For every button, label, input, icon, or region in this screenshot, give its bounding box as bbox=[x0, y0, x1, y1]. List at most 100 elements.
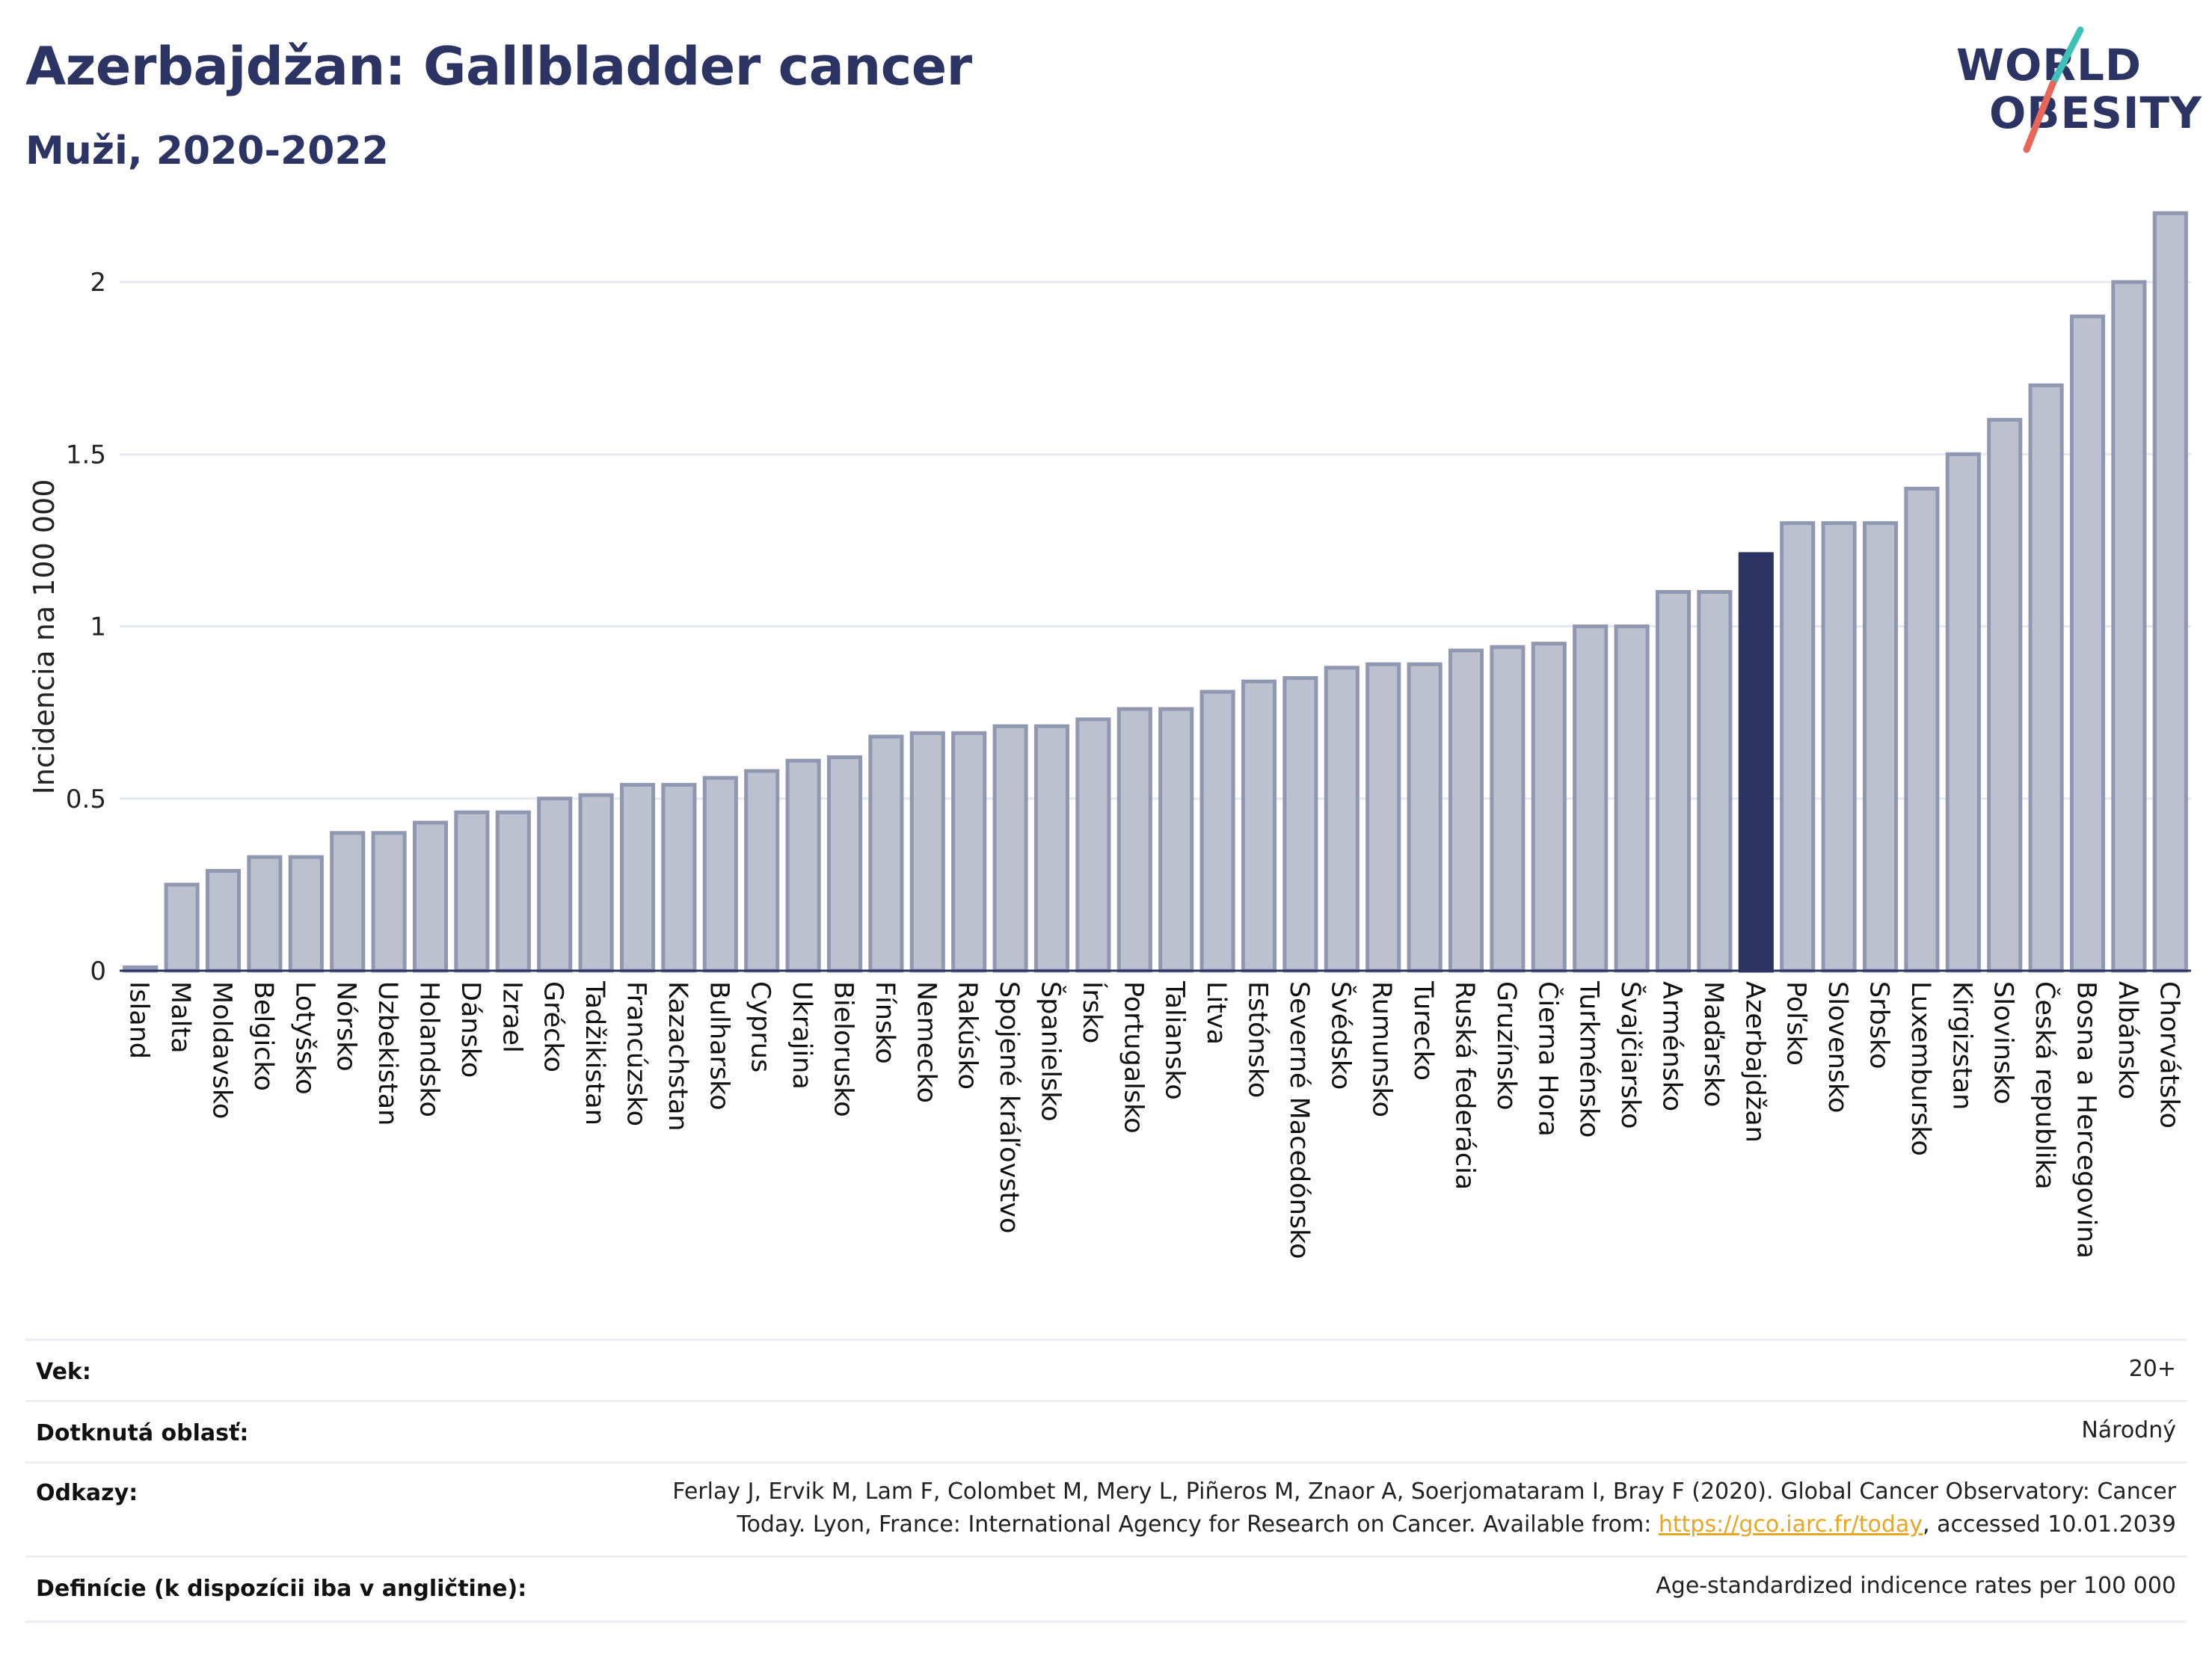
x-tick-label: Španielsko bbox=[1036, 981, 1067, 1122]
info-key-definitions: Definície (k dispozícii iba v angličtine… bbox=[36, 1576, 527, 1602]
bar bbox=[1075, 717, 1111, 973]
bar bbox=[288, 855, 324, 973]
bar bbox=[909, 731, 945, 973]
y-tick-label: 0.5 bbox=[66, 784, 106, 814]
x-tick-label: Ukrajina bbox=[787, 981, 817, 1090]
x-tick-label: Bosna a Hercegovina bbox=[2071, 981, 2101, 1259]
references-line-2: Today. Lyon, France: International Agenc… bbox=[672, 1508, 2176, 1541]
x-tick-label: Estónsko bbox=[1243, 981, 1273, 1098]
x-tick-label: Lotyšsko bbox=[289, 981, 319, 1095]
bar bbox=[1573, 624, 1609, 973]
x-tick-label: Srbsko bbox=[1864, 981, 1894, 1069]
bar bbox=[826, 755, 863, 973]
info-row-definitions: Definície (k dispozícii iba v angličtine… bbox=[25, 1556, 2187, 1623]
y-axis-label: Incidencia na 100 000 bbox=[28, 479, 61, 795]
bar bbox=[205, 868, 242, 973]
bar bbox=[2111, 280, 2147, 973]
chart-subtitle: Muži, 2020-2022 bbox=[25, 129, 389, 174]
bar bbox=[619, 782, 656, 973]
bar bbox=[578, 793, 614, 973]
x-tick-label: Malta bbox=[165, 981, 195, 1054]
bar bbox=[247, 855, 283, 973]
x-tick-label: Chorvátsko bbox=[2154, 981, 2184, 1129]
y-tick-label: 1 bbox=[90, 612, 106, 642]
bar bbox=[2152, 211, 2188, 973]
bar-highlight bbox=[1738, 552, 1774, 973]
bar bbox=[661, 782, 697, 973]
x-tick-label: Grécko bbox=[538, 981, 568, 1072]
bar bbox=[330, 831, 366, 973]
bar bbox=[1987, 417, 2023, 973]
bar bbox=[785, 758, 821, 973]
x-tick-label: Švajčiarsko bbox=[1615, 981, 1647, 1129]
x-tick-label: Ruská federácia bbox=[1450, 981, 1480, 1190]
x-tick-label: Dánsko bbox=[455, 981, 485, 1078]
bar bbox=[868, 734, 904, 973]
x-tick-label: Bulharsko bbox=[704, 981, 734, 1111]
bar bbox=[1116, 707, 1152, 973]
bar bbox=[1407, 662, 1443, 973]
bar bbox=[1365, 662, 1401, 973]
x-tick-label: Tadžikistan bbox=[580, 980, 609, 1126]
x-tick-label: Spojené kráľovstvo bbox=[994, 981, 1024, 1233]
y-tick-label: 2 bbox=[90, 268, 106, 298]
x-tick-label: Uzbekistan bbox=[372, 981, 402, 1126]
bar bbox=[2028, 383, 2064, 973]
x-tick-label: Turecko bbox=[1408, 980, 1438, 1081]
x-tick-label: Izrael bbox=[497, 981, 526, 1053]
bar bbox=[164, 882, 200, 973]
bar bbox=[454, 810, 490, 973]
info-value-definitions: Age-standardized indicence rates per 100… bbox=[1656, 1573, 2176, 1599]
x-tick-label: Slovinsko bbox=[1988, 981, 2018, 1105]
bar bbox=[412, 820, 449, 973]
references-line-2-suffix: , accessed 10.01.2039 bbox=[1923, 1511, 2176, 1538]
info-value-age: 20+ bbox=[2128, 1356, 2176, 1382]
x-tick-label: Arménsko bbox=[1657, 981, 1687, 1111]
bar bbox=[537, 796, 573, 973]
world-obesity-logo[interactable]: WORLD OBESITY bbox=[1952, 22, 2203, 157]
bar bbox=[1862, 521, 1899, 973]
x-tick-label: Fínsko bbox=[870, 981, 900, 1064]
bar bbox=[1531, 642, 1567, 973]
x-tick-label: Azerbajdžan bbox=[1739, 981, 1769, 1143]
references-line-2-text: Today. Lyon, France: International Agenc… bbox=[737, 1511, 1659, 1538]
bar bbox=[1448, 648, 1484, 973]
bar bbox=[702, 776, 738, 973]
bar bbox=[1655, 590, 1692, 973]
bar bbox=[1282, 676, 1318, 973]
x-tick-label: Island bbox=[124, 981, 154, 1059]
y-tick-label: 0 bbox=[90, 957, 106, 986]
x-tick-label: Čierna Hora bbox=[1532, 981, 1564, 1137]
references-link[interactable]: https://gco.iarc.fr/today bbox=[1658, 1511, 1923, 1538]
bar bbox=[495, 810, 531, 973]
bar bbox=[1241, 679, 1277, 973]
x-tick-label: Kazachstan bbox=[663, 981, 692, 1132]
bar bbox=[1199, 690, 1235, 973]
x-tick-label: Taliansko bbox=[1160, 980, 1190, 1100]
info-row-age: Vek: 20+ bbox=[25, 1339, 2187, 1401]
x-tick-label: Albánsko bbox=[2113, 981, 2142, 1099]
bar bbox=[1904, 486, 1940, 973]
x-tick-label: Poľsko bbox=[1781, 981, 1811, 1066]
info-value-area: Národný bbox=[2081, 1417, 2176, 1443]
bar bbox=[992, 724, 1028, 973]
x-tick-label: Nórsko bbox=[331, 981, 361, 1072]
chart-title: Azerbajdžan: Gallbladder cancer bbox=[25, 36, 972, 97]
bar bbox=[951, 731, 987, 973]
x-tick-label: Maďarsko bbox=[1698, 981, 1728, 1107]
logo-word-obesity: OBESITY bbox=[1989, 87, 2203, 138]
references-line-1: Ferlay J, Ervik M, Lam F, Colombet M, Me… bbox=[672, 1479, 2176, 1505]
x-tick-label: Cyprus bbox=[746, 981, 775, 1072]
x-tick-label: Bielorusko bbox=[829, 981, 858, 1117]
info-row-references: Odkazy: Ferlay J, Ervik M, Lam F, Colomb… bbox=[25, 1461, 2187, 1556]
x-tick-label: Slovensko bbox=[1822, 981, 1852, 1113]
bar bbox=[1697, 590, 1733, 973]
bar bbox=[1821, 521, 1857, 973]
x-tick-label: Rumunsko bbox=[1367, 981, 1397, 1117]
bar bbox=[1780, 521, 1816, 973]
bar bbox=[1614, 624, 1650, 973]
x-tick-label: Francúzsko bbox=[621, 981, 651, 1126]
x-tick-label: Luxembursko bbox=[1905, 981, 1935, 1156]
x-tick-label: Moldavsko bbox=[207, 981, 237, 1119]
bar bbox=[371, 831, 407, 973]
